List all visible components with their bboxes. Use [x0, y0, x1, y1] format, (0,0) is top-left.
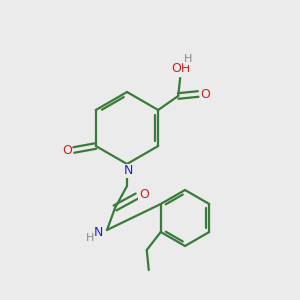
Text: N: N [123, 164, 133, 178]
Text: O: O [200, 88, 210, 100]
Text: OH: OH [172, 62, 191, 76]
Text: H: H [184, 54, 192, 64]
Text: N: N [93, 226, 103, 238]
Text: H: H [86, 233, 94, 243]
Text: O: O [62, 143, 72, 157]
Text: O: O [139, 188, 149, 200]
